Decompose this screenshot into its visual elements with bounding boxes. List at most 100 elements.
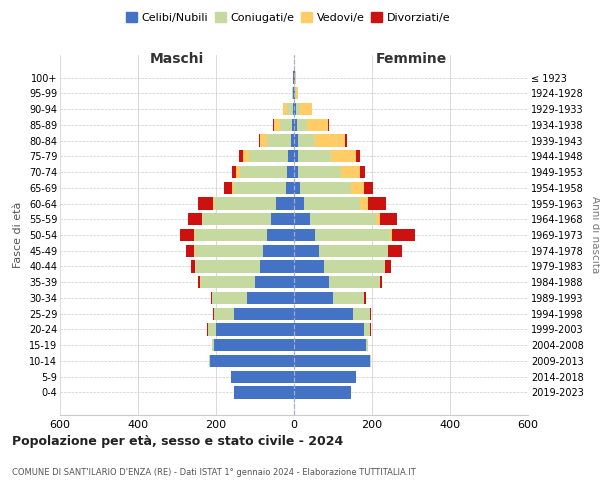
Bar — [244, 150, 249, 162]
Bar — [233, 386, 294, 398]
Text: COMUNE DI SANT'ILARIO D'ENZA (RE) - Dati ISTAT 1° gennaio 2024 - Elaborazione TU: COMUNE DI SANT'ILARIO D'ENZA (RE) - Dati… — [12, 468, 416, 477]
Bar — [294, 118, 297, 131]
Bar — [239, 150, 244, 162]
Bar — [194, 229, 266, 241]
Bar — [294, 103, 296, 115]
Bar — [380, 213, 397, 226]
Bar — [188, 213, 202, 226]
Bar — [294, 229, 316, 241]
Bar — [236, 166, 240, 178]
Bar — [208, 324, 216, 336]
Bar — [291, 134, 294, 146]
Bar — [333, 292, 364, 304]
Bar — [360, 166, 365, 178]
Bar — [293, 72, 294, 84]
Bar — [294, 355, 370, 367]
Bar — [231, 370, 294, 383]
Bar — [353, 308, 370, 320]
Bar — [344, 134, 347, 146]
Bar — [392, 229, 415, 241]
Bar — [319, 244, 388, 257]
Bar — [196, 260, 260, 272]
Bar — [316, 229, 389, 241]
Bar — [364, 292, 366, 304]
Bar — [328, 118, 329, 131]
Bar — [260, 134, 268, 146]
Bar — [356, 150, 360, 162]
Bar — [307, 118, 328, 131]
Bar — [180, 229, 194, 241]
Bar — [296, 87, 298, 100]
Bar — [298, 134, 316, 146]
Bar — [294, 198, 304, 209]
Bar — [294, 260, 325, 272]
Bar — [255, 276, 294, 288]
Bar — [304, 198, 360, 209]
Bar — [376, 213, 380, 226]
Bar — [316, 134, 344, 146]
Bar — [266, 229, 294, 241]
Bar — [298, 150, 331, 162]
Bar — [263, 244, 294, 257]
Bar — [200, 276, 255, 288]
Bar — [293, 103, 294, 115]
Bar — [271, 213, 294, 226]
Bar — [370, 355, 371, 367]
Bar — [368, 198, 386, 209]
Bar — [310, 213, 376, 226]
Bar — [297, 118, 307, 131]
Bar — [370, 308, 371, 320]
Text: Maschi: Maschi — [150, 52, 204, 66]
Bar — [216, 324, 294, 336]
Bar — [294, 182, 300, 194]
Y-axis label: Anni di nascita: Anni di nascita — [590, 196, 600, 274]
Bar — [293, 87, 294, 100]
Bar — [294, 134, 298, 146]
Bar — [294, 308, 353, 320]
Bar — [274, 118, 280, 131]
Bar — [294, 324, 364, 336]
Bar — [199, 276, 200, 288]
Bar — [287, 166, 294, 178]
Bar — [298, 166, 341, 178]
Bar — [364, 324, 370, 336]
Bar — [370, 324, 371, 336]
Bar — [366, 339, 368, 351]
Text: Femmine: Femmine — [376, 52, 446, 66]
Bar — [197, 198, 213, 209]
Bar — [294, 87, 295, 100]
Bar — [232, 182, 233, 194]
Bar — [247, 292, 294, 304]
Bar — [295, 87, 296, 100]
Bar — [292, 87, 293, 100]
Bar — [295, 72, 296, 84]
Bar — [187, 244, 194, 257]
Bar — [294, 166, 298, 178]
Bar — [388, 244, 402, 257]
Bar — [292, 118, 294, 131]
Bar — [214, 198, 277, 209]
Bar — [294, 276, 329, 288]
Bar — [364, 182, 373, 194]
Bar — [294, 213, 310, 226]
Bar — [287, 103, 293, 115]
Bar — [360, 198, 368, 209]
Bar — [380, 276, 382, 288]
Bar — [294, 292, 333, 304]
Bar — [300, 103, 311, 115]
Bar — [294, 244, 319, 257]
Bar — [211, 292, 212, 304]
Bar — [240, 166, 287, 178]
Legend: Celibi/Nubili, Coniugati/e, Vedovi/e, Divorziati/e: Celibi/Nubili, Coniugati/e, Vedovi/e, Di… — [121, 8, 455, 28]
Bar — [210, 355, 294, 367]
Bar — [213, 198, 214, 209]
Bar — [331, 150, 356, 162]
Bar — [325, 260, 385, 272]
Bar — [294, 370, 356, 383]
Bar — [294, 72, 295, 84]
Bar — [224, 182, 232, 194]
Bar — [296, 103, 300, 115]
Bar — [268, 134, 291, 146]
Bar — [294, 150, 298, 162]
Bar — [209, 355, 210, 367]
